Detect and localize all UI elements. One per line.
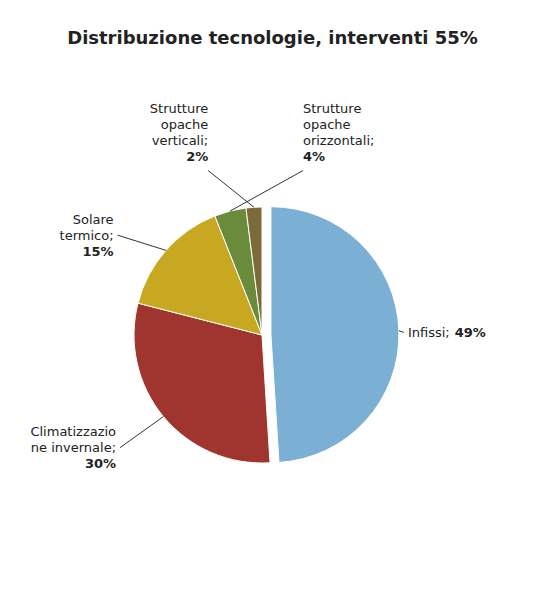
- data-label: 4%: [303, 149, 325, 164]
- leader-line: [118, 235, 166, 250]
- category-label: Struttureopacheorizzontali;: [303, 101, 374, 148]
- leader-line: [230, 171, 303, 211]
- leader-line: [120, 417, 163, 448]
- slice: [246, 207, 262, 335]
- category-label: Struttureopacheverticali;: [150, 101, 208, 148]
- data-label: 15%: [82, 244, 113, 259]
- leader-line: [399, 331, 404, 333]
- background: [0, 0, 545, 613]
- data-label: 49%: [455, 325, 486, 340]
- labels: Infissi; 49% Climatizzazione invernale;30%…: [30, 101, 485, 471]
- slices: [134, 207, 399, 463]
- chart: Distribuzione tecnologie, interventi 55%…: [0, 0, 545, 613]
- data-label: 30%: [85, 456, 116, 471]
- category-label: Solaretermico;: [60, 212, 114, 243]
- title: Distribuzione tecnologie, interventi 55%: [67, 27, 478, 48]
- chart-container: Distribuzione tecnologie, interventi 55%…: [0, 0, 545, 613]
- category-label: Climatizzazione invernale;: [30, 424, 116, 455]
- slice: [271, 207, 399, 463]
- data-label: 2%: [186, 149, 208, 164]
- category-label: Infissi;: [408, 325, 450, 340]
- leader-line: [208, 171, 254, 208]
